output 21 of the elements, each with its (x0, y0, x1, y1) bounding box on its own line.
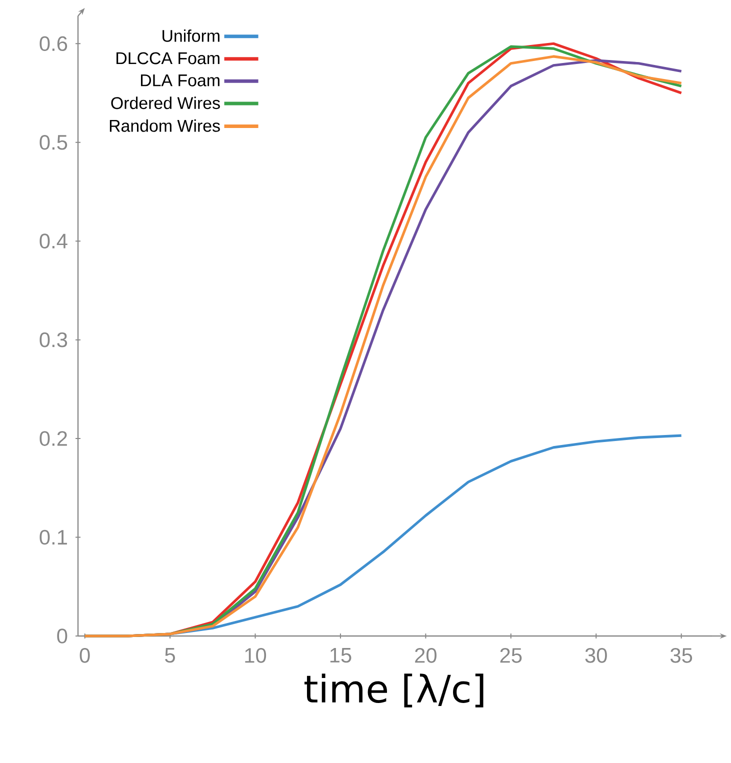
x-tick-label: 20 (415, 648, 436, 663)
y-tick-label: 0.4 (40, 234, 68, 248)
x-tick-label: 10 (245, 648, 266, 663)
legend-label: DLA Foam (140, 74, 220, 86)
legend-label: Random Wires (110, 119, 220, 132)
y-tick-label: 0.2 (40, 431, 67, 446)
legend-label: Ordered Wires (111, 96, 220, 110)
legend-label: Uniform (162, 29, 220, 42)
y-tick-label: 0.3 (40, 332, 68, 348)
x-tick-label: 15 (330, 648, 352, 663)
y-tick-label: 0.6 (40, 36, 68, 52)
x-tick-label: 30 (585, 648, 607, 663)
x-tick-label: 5 (165, 648, 175, 663)
x-tick-label: 0 (80, 648, 90, 663)
x-tick-label: 25 (500, 648, 522, 663)
legend-label: DLCCA Foam (116, 52, 220, 64)
y-tick-label: 0.5 (40, 134, 68, 150)
x-tick-label: 35 (670, 648, 692, 663)
x-axis-title: time [λ/c] (304, 674, 484, 708)
y-tick-label: 0 (57, 628, 68, 644)
y-tick-label: 0.1 (40, 530, 67, 545)
